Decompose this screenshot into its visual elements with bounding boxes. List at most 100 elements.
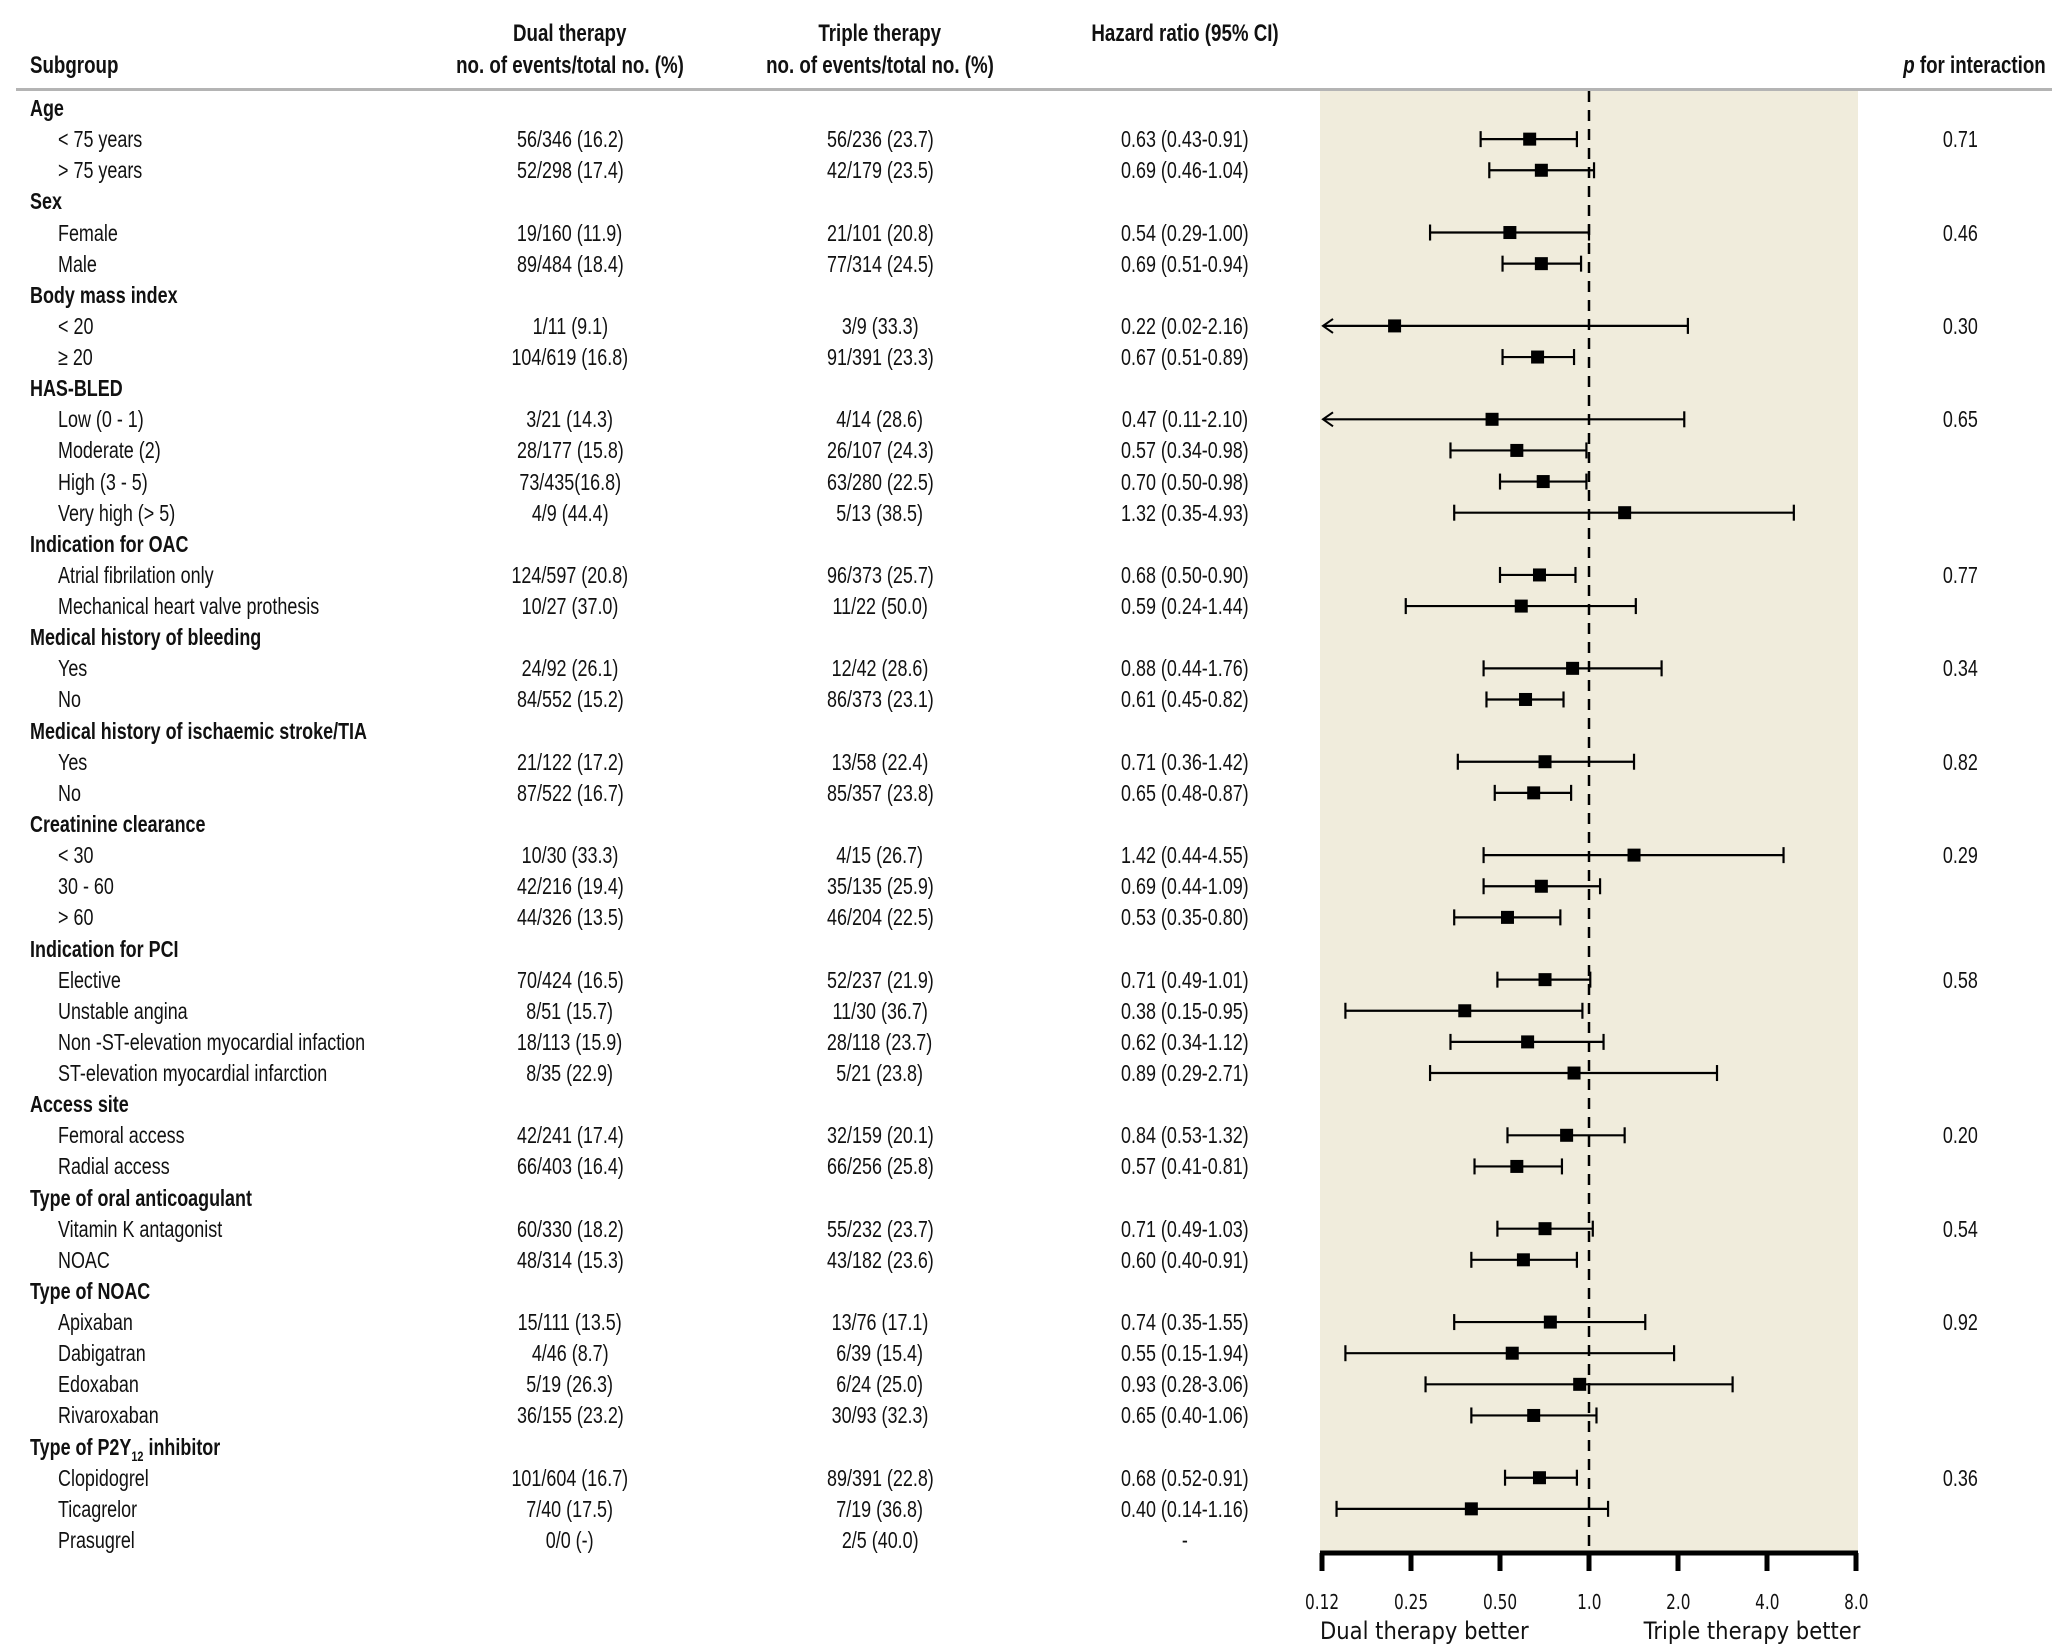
hazard-ratio: 0.89 (0.29-2.71) [1000, 1059, 1370, 1087]
hazard-ratio: 0.53 (0.35-0.80) [1000, 903, 1370, 931]
hazard-ratio: 0.38 (0.15-0.95) [1000, 997, 1370, 1025]
hr-point [1510, 1159, 1524, 1173]
hazard-ratio-text: - [1182, 1526, 1188, 1553]
forest-row [1488, 162, 1596, 179]
hr-point [1538, 755, 1552, 769]
forest-row [1496, 1220, 1594, 1237]
hazard-ratio-text: 0.71 (0.36-1.42) [1121, 748, 1249, 775]
row-label: < 75 years [58, 125, 166, 153]
p-interaction: 0.46 [1860, 219, 2060, 247]
p-interaction: 0.77 [1860, 561, 2060, 589]
group-header-text: Age [30, 94, 64, 122]
p-interaction-text: 0.29 [1942, 842, 1978, 869]
dual-events-text: 3/21 (14.3) [526, 406, 614, 433]
group-name: Type of P2Y [30, 1433, 132, 1460]
triple-events: 43/182 (23.6) [680, 1246, 1080, 1274]
forest-row [1321, 317, 1689, 334]
x-axis-tick-label-text: 0.50 [1482, 1590, 1518, 1614]
dual-events: 21/122 (17.2) [370, 748, 770, 776]
hazard-ratio: 0.47 (0.11-2.10) [1000, 405, 1370, 433]
row-label: No [58, 779, 87, 807]
triple-events-text: 35/135 (25.9) [826, 873, 934, 900]
forest-row [1470, 1251, 1578, 1268]
forest-row [1453, 1314, 1647, 1331]
hazard-ratio: 0.71 (0.36-1.42) [1000, 748, 1370, 776]
dual-events: 66/403 (16.4) [370, 1152, 770, 1180]
hr-point [1567, 1066, 1581, 1080]
p-interaction: 0.58 [1860, 966, 2060, 994]
row-label: Very high (> 5) [58, 499, 208, 527]
dual-events-text: 7/40 (17.5) [526, 1495, 614, 1522]
forest-row [1482, 878, 1602, 895]
hazard-ratio: 0.71 (0.49-1.01) [1000, 966, 1370, 994]
dual-events: 10/30 (33.3) [370, 841, 770, 869]
dual-events-text: 4/46 (8.7) [531, 1340, 609, 1367]
dual-events-text: 8/35 (22.9) [526, 1060, 614, 1087]
group-header: Medical history of ischaemic stroke/TIA [30, 717, 462, 745]
hazard-ratio-text: 0.71 (0.49-1.03) [1121, 1215, 1249, 1242]
dual-events-text: 21/122 (17.2) [516, 748, 624, 775]
dual-events: 124/597 (20.8) [370, 561, 770, 589]
triple-events-text: 32/159 (20.1) [826, 1122, 934, 1149]
row-label: Yes [58, 748, 96, 776]
hr-point [1500, 910, 1514, 924]
group-header: HAS-BLED [30, 374, 149, 402]
row-label-text: > 60 [58, 904, 94, 931]
group-header-text: Access site [30, 1090, 129, 1118]
dual-events: 56/346 (16.2) [370, 125, 770, 153]
row-label: Moderate (2) [58, 436, 190, 464]
forest-row [1506, 1127, 1626, 1144]
row-label-text: < 30 [58, 842, 94, 869]
group-header-text: Medical history of bleeding [30, 623, 261, 651]
dual-events-text: 89/484 (18.4) [516, 250, 624, 277]
hr-point [1521, 1035, 1535, 1049]
dual-events-text: 28/177 (15.8) [516, 437, 624, 464]
hazard-ratio: 0.68 (0.52-0.91) [1000, 1464, 1370, 1492]
header-subgroup-text: Subgroup [30, 52, 119, 79]
hazard-ratio-text: 0.69 (0.51-0.94) [1121, 250, 1249, 277]
hazard-ratio: 0.74 (0.35-1.55) [1000, 1308, 1370, 1336]
group-header: Medical history of bleeding [30, 623, 326, 651]
hazard-ratio-text: 0.74 (0.35-1.55) [1121, 1309, 1249, 1336]
p-interaction: 0.82 [1860, 748, 2060, 776]
header-dual-line2-text: no. of events/total no. (%) [456, 52, 684, 79]
dual-events: 10/27 (37.0) [370, 592, 770, 620]
group-header: Type of NOAC [30, 1277, 184, 1305]
triple-events: 11/22 (50.0) [680, 592, 1080, 620]
hazard-ratio: 0.67 (0.51-0.89) [1000, 343, 1370, 371]
triple-events-text: 13/58 (22.4) [831, 748, 929, 775]
row-label-text: Low (0 - 1) [58, 406, 144, 433]
dual-events: 5/19 (26.3) [370, 1370, 770, 1398]
dual-events-text: 70/424 (16.5) [516, 966, 624, 993]
hr-point [1519, 692, 1533, 706]
triple-events-text: 21/101 (20.8) [826, 219, 934, 246]
dual-events: 15/111 (13.5) [370, 1308, 770, 1336]
group-header: Type of oral anticoagulant [30, 1184, 315, 1212]
dual-events: 4/46 (8.7) [370, 1339, 770, 1367]
p-interaction-text: 0.30 [1942, 312, 1978, 339]
hr-point [1510, 443, 1524, 457]
p-interaction: 0.54 [1860, 1215, 2060, 1243]
triple-events: 6/39 (15.4) [680, 1339, 1080, 1367]
dual-events-text: 44/326 (13.5) [516, 904, 624, 931]
p-interaction-text: 0.82 [1942, 748, 1978, 775]
forest-row [1344, 1002, 1584, 1019]
triple-events-text: 11/30 (36.7) [832, 997, 928, 1024]
hazard-ratio: 0.65 (0.40-1.06) [1000, 1401, 1370, 1429]
row-label-text: Elective [58, 966, 121, 993]
triple-events-text: 28/118 (23.7) [827, 1028, 933, 1055]
x-axis-tick-label: 0.25 [1371, 1590, 1451, 1614]
hr-point [1464, 1502, 1478, 1516]
triple-events: 21/101 (20.8) [680, 219, 1080, 247]
dual-events: 8/35 (22.9) [370, 1059, 770, 1087]
forest-row [1453, 909, 1562, 926]
row-label: Apixaban [58, 1308, 154, 1336]
group-header-text: Indication for PCI [30, 935, 179, 963]
hazard-ratio: 0.59 (0.24-1.44) [1000, 592, 1370, 620]
hazard-ratio: 0.61 (0.45-0.82) [1000, 685, 1370, 713]
triple-events-text: 6/24 (25.0) [836, 1371, 924, 1398]
group-header-text: HAS-BLED [30, 374, 123, 402]
group-header: Access site [30, 1090, 157, 1118]
row-label: No [58, 685, 87, 713]
forest-row [1449, 442, 1588, 459]
